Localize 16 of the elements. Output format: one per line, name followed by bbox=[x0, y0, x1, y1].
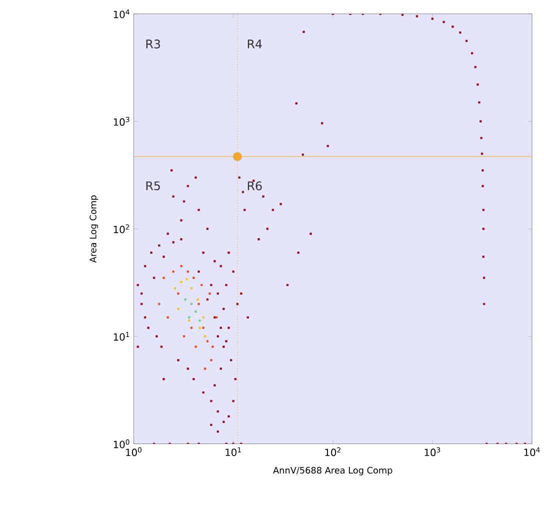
y-tick-label: 10$^{2}$ bbox=[114, 224, 130, 234]
y-axis-title: Area Log Comp bbox=[90, 195, 98, 263]
annotation: R6 bbox=[248, 181, 262, 190]
x-axis-title: AnnV/5688 Area Log Comp bbox=[273, 466, 392, 476]
y-tick-label: 10$^{0}$ bbox=[114, 439, 130, 448]
x-tick-label: 10$^{0}$ bbox=[126, 447, 142, 456]
x-tick-label: 10$^{3}$ bbox=[424, 447, 440, 456]
x-tick-label: 10$^{4}$ bbox=[524, 447, 540, 456]
y-tick-label: 10$^{1}$ bbox=[114, 332, 130, 341]
annotation: R5 bbox=[146, 181, 160, 190]
annotation: R3 bbox=[146, 39, 160, 48]
y-tick-label: 10$^{4}$ bbox=[114, 9, 130, 18]
y-tick-label: 10$^{3}$ bbox=[114, 116, 130, 126]
annotation: R4 bbox=[248, 40, 262, 48]
x-tick-label: 10$^{1}$ bbox=[226, 447, 241, 456]
x-tick-label: 10$^{2}$ bbox=[325, 447, 340, 456]
